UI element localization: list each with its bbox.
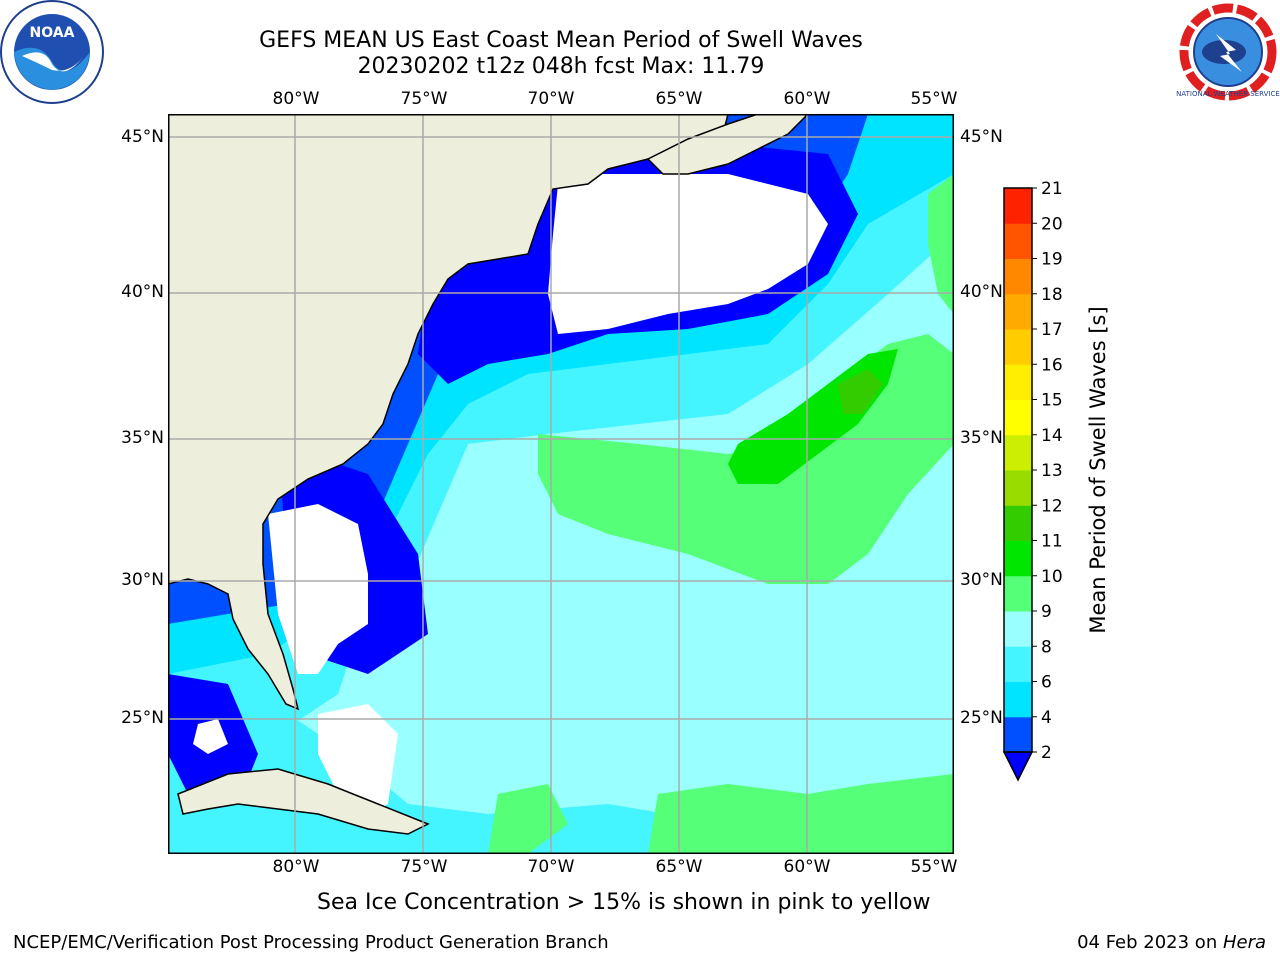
footer-system: Hera [1222,932,1266,953]
lon-label-60w-bottom: 60°W [783,857,831,877]
colorbar-tick-label: 6 [1041,673,1052,693]
colorbar-segment [1004,611,1032,647]
colorbar-tick-label: 18 [1041,285,1063,305]
lat-label-35n-left: 35°N [121,428,164,448]
colorbar-tick-label: 9 [1041,602,1052,622]
lon-label-80w-bottom: 80°W [272,857,320,877]
nodata-florida-coast [268,504,368,674]
colorbar-under-arrow [1002,751,1034,782]
lat-label-25n-right: 25°N [960,708,1003,728]
colorbar-segment [1004,505,1032,541]
noaa-logo: NOAA [0,0,104,104]
lon-label-70w-top: 70°W [527,89,575,109]
lon-label-75w-bottom: 75°W [400,857,448,877]
lon-label-60w-top: 60°W [783,89,831,109]
lat-label-40n-right: 40°N [960,282,1003,302]
lon-label-80w-top: 80°W [272,89,320,109]
colorbar-tick-label: 16 [1041,355,1063,375]
nodata-gulf-of-maine [548,174,828,334]
colorbar-segment [1004,223,1032,259]
colorbar-tick-label: 8 [1041,637,1052,657]
colorbar-segment [1004,258,1032,295]
swell-band-9-10-east [928,174,954,314]
swell-band-9-10-south [648,774,954,854]
colorbar-tick-label: 21 [1041,180,1063,199]
lon-label-75w-top: 75°W [400,89,448,109]
colorbar-tick-label: 11 [1041,532,1063,552]
colorbar-segment [1004,434,1032,471]
colorbar-segment [1004,188,1032,224]
svg-text:NATIONAL WEATHER SERVICE: NATIONAL WEATHER SERVICE [1176,90,1280,98]
colorbar-tick-label: 19 [1041,250,1063,270]
footer-date: 04 Feb 2023 on Hera [1077,932,1266,953]
colorbar-segment [1004,329,1032,365]
map-frame [168,114,954,854]
footer-credit: NCEP/EMC/Verification Post Processing Pr… [13,932,609,953]
colorbar-tick-label: 15 [1041,391,1063,411]
svg-text:NOAA: NOAA [30,25,75,41]
map-graticule [168,114,954,854]
lat-label-45n-right: 45°N [960,127,1003,147]
lon-label-70w-bottom: 70°W [527,857,575,877]
lon-label-65w-bottom: 65°W [655,857,703,877]
colorbar-segment [1004,470,1032,506]
colorbar-segment [1004,681,1032,718]
lat-label-25n-left: 25°N [121,708,164,728]
nodata-bahamas [318,704,398,814]
colorbar-tick-label: 4 [1041,708,1052,728]
chart-title: GEFS MEAN US East Coast Mean Period of S… [259,28,863,53]
colorbar-segment [1004,646,1032,682]
colorbar-segment [1004,575,1032,612]
lon-label-65w-top: 65°W [655,89,703,109]
colorbar-tick-label: 2 [1041,743,1052,763]
colorbar-tick-label: 14 [1041,426,1063,446]
colorbar-label: Mean Period of Swell Waves [s] [1086,306,1110,634]
colorbar-tick-label: 12 [1041,496,1063,516]
colorbar-segment [1004,399,1032,436]
lat-label-45n-left: 45°N [121,127,164,147]
colorbar-tick-label: 13 [1041,461,1063,481]
nodata-gulf-patch [193,719,228,754]
colorbar-segment [1004,716,1032,753]
lat-label-30n-right: 30°N [960,570,1003,590]
sea-ice-note: Sea Ice Concentration > 15% is shown in … [317,890,931,915]
swell-period-map [168,114,954,854]
lat-label-30n-left: 30°N [121,570,164,590]
swell-band-9-10-southwest [488,784,568,854]
colorbar-tick-label: 10 [1041,567,1063,587]
colorbar-segment [1004,364,1032,400]
colorbar-segment [1004,540,1032,577]
lat-label-35n-right: 35°N [960,428,1003,448]
colorbar-tick-label: 17 [1041,320,1063,340]
chart-subtitle: 20230202 t12z 048h fcst Max: 11.79 [357,54,765,79]
footer-date-text: 04 Feb 2023 on [1077,932,1223,953]
colorbar-segment [1004,293,1032,330]
lat-label-40n-left: 40°N [121,282,164,302]
land-cuba [177,768,430,835]
lon-label-55w-top: 55°W [910,89,958,109]
colorbar: 2 4 6 8 9 10 11 12 13 14 15 16 17 18 19 20 21 [1002,180,1063,782]
land-north-america [168,114,729,711]
nws-logo: NATIONAL WEATHER SERVICE [1176,2,1280,102]
swell-band-11-12 [838,369,883,414]
colorbar-tick-label: 20 [1041,214,1063,234]
lon-label-55w-bottom: 55°W [910,857,958,877]
